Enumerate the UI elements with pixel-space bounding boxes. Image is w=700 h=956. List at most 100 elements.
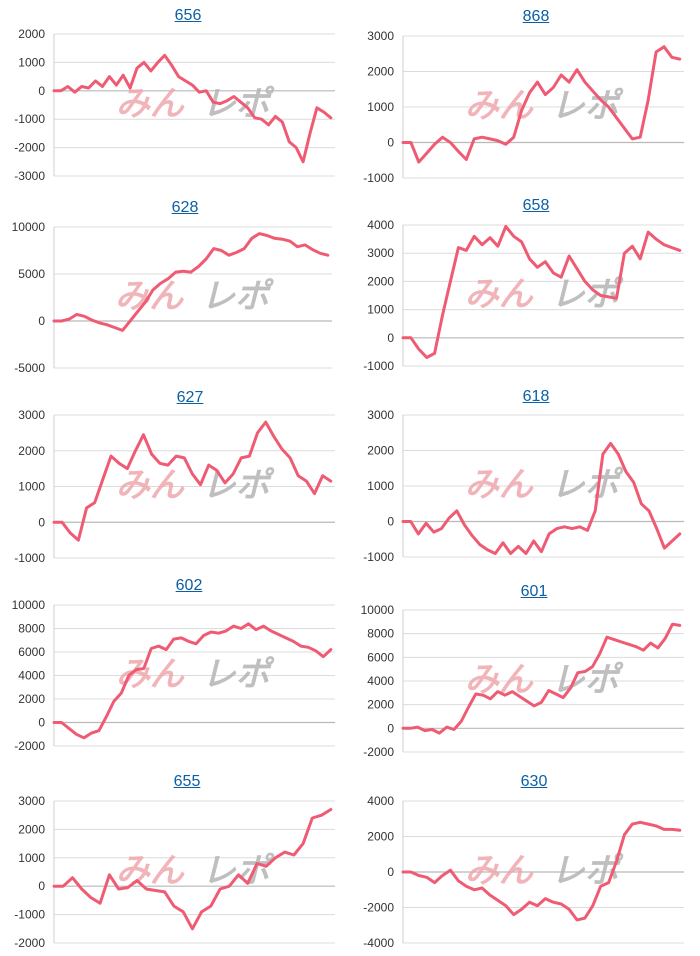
chart-panel: 10000 8000 6000 4000 2000 0 -2000 みん レポ	[361, 603, 684, 759]
y-tick-label: -2000	[14, 141, 45, 155]
watermark-logo: みん レポ	[465, 274, 624, 314]
series-line	[401, 622, 682, 735]
chart-title-link[interactable]: 627	[176, 389, 204, 406]
y-tick-label: -3000	[14, 169, 45, 183]
watermark-text-a: みん	[465, 465, 534, 505]
y-tick-label: 1000	[18, 480, 45, 494]
y-tick-label: 10000	[361, 603, 395, 617]
y-tick-label: 3000	[18, 794, 45, 808]
y-tick-label: 3000	[18, 408, 45, 422]
y-tick-label: 10000	[12, 220, 46, 234]
chart-panel: 3000 2000 1000 0 -1000 みん レポ	[363, 408, 684, 564]
y-tick-label: 1000	[18, 851, 45, 865]
y-tick-label: 1000	[367, 100, 394, 114]
watermark-logo: みん レポ	[116, 654, 275, 694]
y-tick-label: 2000	[18, 444, 45, 458]
y-tick-label: 6000	[367, 650, 394, 664]
chart-panel: 3000 2000 1000 0 -1000 -2000 みん レポ	[14, 794, 335, 950]
watermark-text-a: みん	[116, 851, 185, 891]
watermark-logo: みん レポ	[116, 84, 275, 124]
watermark-text-a: みん	[116, 466, 185, 506]
watermark-text-a: みん	[116, 84, 185, 124]
series-line	[401, 441, 682, 555]
watermark-text-b: レポ	[202, 84, 275, 124]
y-tick-label: 3000	[367, 29, 394, 43]
series-line	[401, 45, 682, 164]
y-tick-label: -4000	[363, 936, 394, 950]
series-line	[52, 232, 330, 332]
chart-panel: 10000 8000 6000 4000 2000 0 -2000 みん レポ	[12, 598, 335, 753]
series-line	[52, 53, 333, 164]
chart-panel: 4000 3000 2000 1000 0 -1000 みん レポ	[363, 218, 684, 373]
y-tick-label: 0	[387, 865, 394, 879]
y-tick-label: 2000	[367, 698, 394, 712]
chart-title-link[interactable]: 601	[520, 583, 548, 600]
y-tick-label: 8000	[18, 622, 45, 636]
y-tick-label: 3000	[367, 246, 394, 260]
watermark-logo: みん レポ	[465, 660, 624, 700]
y-tick-label: -1000	[363, 359, 394, 373]
y-tick-label: 1000	[367, 303, 394, 317]
y-tick-label: 3000	[367, 408, 394, 422]
y-tick-label: 4000	[367, 794, 394, 808]
y-tick-label: 6000	[18, 645, 45, 659]
watermark-text-a: みん	[116, 654, 185, 694]
chart-title-link[interactable]: 868	[522, 8, 550, 25]
y-tick-label: 2000	[18, 27, 45, 41]
chart-title-link[interactable]: 618	[522, 388, 550, 405]
chart-title-link[interactable]: 628	[171, 199, 199, 216]
y-tick-label: 0	[38, 515, 45, 529]
y-tick-label: 4000	[367, 674, 394, 688]
chart-title-link[interactable]: 630	[520, 773, 548, 790]
watermark-text-b: レポ	[201, 276, 274, 316]
watermark-text-b: レポ	[202, 654, 275, 694]
chart-title-link[interactable]: 656	[174, 7, 202, 24]
y-tick-label: -2000	[14, 739, 45, 753]
y-tick-label: 0	[38, 879, 45, 893]
watermark-text-b: レポ	[551, 465, 624, 505]
y-tick-label: 2000	[367, 830, 394, 844]
y-tick-label: 10000	[12, 598, 46, 612]
y-tick-label: 0	[38, 716, 45, 730]
chart-panel: 3000 2000 1000 0 -1000 みん レポ	[14, 408, 335, 565]
chart-panel: 3000 2000 1000 0 -1000 みん レポ	[363, 29, 684, 185]
series-line	[52, 420, 333, 542]
y-tick-label: -2000	[363, 901, 394, 915]
watermark-text-b: レポ	[551, 274, 624, 314]
watermark-logo: みん レポ	[465, 465, 624, 505]
series-line	[401, 820, 682, 922]
series-line	[52, 622, 333, 740]
y-tick-label: 8000	[367, 627, 394, 641]
y-tick-label: -2000	[14, 936, 45, 950]
chart-panel: 2000 1000 0 -1000 -2000 -3000 みん レポ	[14, 27, 335, 183]
y-tick-label: 2000	[367, 65, 394, 79]
watermark-logo: みん レポ	[116, 851, 275, 891]
y-tick-label: 4000	[367, 218, 394, 232]
chart-title-link[interactable]: 602	[175, 577, 203, 594]
series-line	[401, 224, 682, 359]
y-tick-label: 0	[38, 314, 45, 328]
watermark-text-b: レポ	[551, 660, 624, 700]
y-tick-label: 1000	[18, 55, 45, 69]
y-tick-label: 4000	[18, 669, 45, 683]
y-tick-label: 2000	[367, 274, 394, 288]
y-tick-label: 2000	[367, 444, 394, 458]
y-tick-label: -5000	[14, 361, 45, 375]
y-tick-label: 2000	[18, 822, 45, 836]
y-tick-label: 5000	[18, 267, 45, 281]
y-tick-label: 0	[387, 515, 394, 529]
y-tick-label: -1000	[14, 908, 45, 922]
y-tick-label: 2000	[18, 692, 45, 706]
watermark-text-b: レポ	[202, 851, 275, 891]
y-tick-label: 0	[38, 84, 45, 98]
chart-title-link[interactable]: 658	[522, 197, 550, 214]
chart-title-link[interactable]: 655	[173, 773, 201, 790]
watermark-text-a: みん	[465, 851, 534, 891]
watermark-text-b: レポ	[551, 86, 624, 126]
y-tick-label: -1000	[363, 550, 394, 564]
series-line	[52, 808, 333, 931]
watermark-logo: みん レポ	[465, 86, 624, 126]
